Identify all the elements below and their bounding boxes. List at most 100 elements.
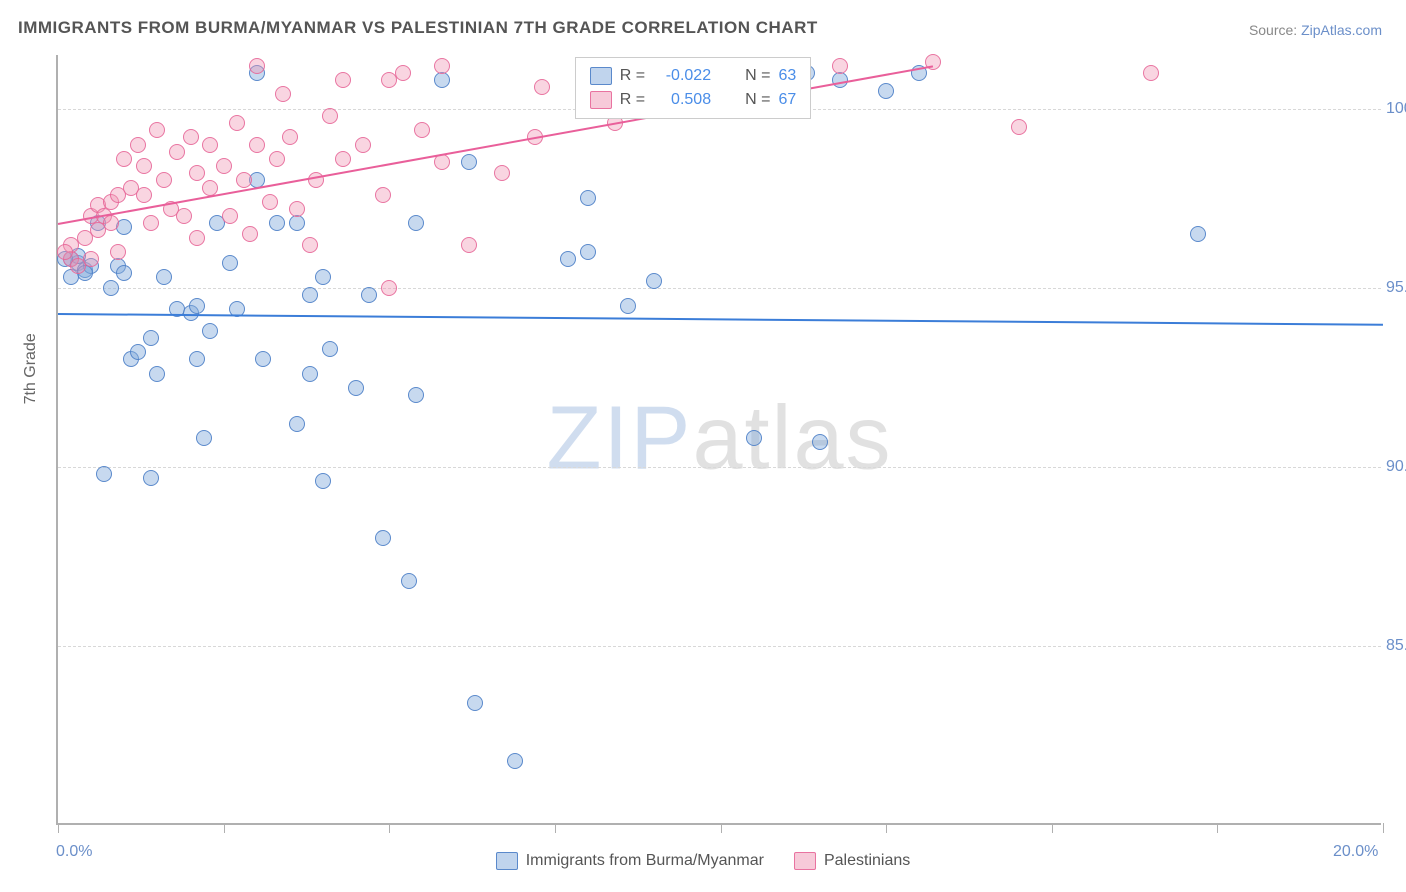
- legend-row: R =0.508N =67: [590, 88, 796, 112]
- scatter-point: [1143, 65, 1159, 81]
- source-link[interactable]: ZipAtlas.com: [1301, 22, 1382, 38]
- scatter-point: [580, 190, 596, 206]
- scatter-point: [255, 351, 271, 367]
- scatter-point: [222, 255, 238, 271]
- scatter-point: [461, 237, 477, 253]
- scatter-point: [143, 330, 159, 346]
- scatter-point: [289, 201, 305, 217]
- y-tick-label: 100.0%: [1386, 100, 1406, 118]
- scatter-point: [249, 58, 265, 74]
- scatter-point: [156, 172, 172, 188]
- legend-swatch: [590, 67, 612, 85]
- chart-title: IMMIGRANTS FROM BURMA/MYANMAR VS PALESTI…: [18, 18, 818, 38]
- scatter-point: [136, 187, 152, 203]
- bottom-legend: Immigrants from Burma/Myanmar Palestinia…: [0, 852, 1406, 870]
- scatter-point: [302, 366, 318, 382]
- legend-swatch-blue: [496, 852, 518, 870]
- scatter-point: [414, 122, 430, 138]
- scatter-point: [130, 344, 146, 360]
- scatter-point: [832, 58, 848, 74]
- scatter-point: [275, 86, 291, 102]
- scatter-point: [156, 269, 172, 285]
- scatter-point: [103, 280, 119, 296]
- scatter-point: [289, 416, 305, 432]
- scatter-point: [202, 137, 218, 153]
- scatter-point: [434, 58, 450, 74]
- watermark: ZIPatlas: [546, 388, 892, 491]
- scatter-point: [646, 273, 662, 289]
- scatter-point: [335, 72, 351, 88]
- scatter-point: [375, 530, 391, 546]
- x-tick: [389, 823, 390, 833]
- scatter-point: [434, 72, 450, 88]
- scatter-point: [461, 154, 477, 170]
- scatter-point: [136, 158, 152, 174]
- scatter-point: [110, 244, 126, 260]
- legend-swatch-pink: [794, 852, 816, 870]
- scatter-point: [355, 137, 371, 153]
- scatter-point: [202, 323, 218, 339]
- scatter-point: [189, 165, 205, 181]
- legend-n-label: N =: [745, 67, 770, 85]
- scatter-point: [381, 72, 397, 88]
- watermark-right: atlas: [692, 389, 892, 489]
- x-tick: [555, 823, 556, 833]
- scatter-point: [116, 265, 132, 281]
- scatter-point: [289, 215, 305, 231]
- x-tick: [1052, 823, 1053, 833]
- scatter-point: [143, 470, 159, 486]
- scatter-point: [322, 108, 338, 124]
- scatter-point: [302, 237, 318, 253]
- scatter-point: [434, 154, 450, 170]
- scatter-point: [322, 341, 338, 357]
- scatter-point: [189, 351, 205, 367]
- scatter-point: [183, 129, 199, 145]
- legend-label-pink: Palestinians: [824, 852, 910, 870]
- watermark-left: ZIP: [546, 389, 692, 489]
- x-tick: [1383, 823, 1384, 833]
- y-tick-label: 90.0%: [1386, 458, 1406, 476]
- y-tick-label: 95.0%: [1386, 279, 1406, 297]
- scatter-point: [1011, 119, 1027, 135]
- scatter-point: [130, 137, 146, 153]
- scatter-point: [560, 251, 576, 267]
- scatter-point: [169, 144, 185, 160]
- legend-item-pink: Palestinians: [794, 852, 910, 870]
- scatter-point: [878, 83, 894, 99]
- x-tick: [224, 823, 225, 833]
- legend-r-value: 0.508: [653, 91, 711, 109]
- scatter-point: [580, 244, 596, 260]
- scatter-point: [315, 269, 331, 285]
- scatter-point: [335, 151, 351, 167]
- legend-n-value: 63: [778, 67, 796, 85]
- x-tick: [721, 823, 722, 833]
- gridline: [58, 288, 1381, 289]
- scatter-point: [143, 215, 159, 231]
- scatter-point: [534, 79, 550, 95]
- scatter-point: [116, 151, 132, 167]
- x-tick: [1217, 823, 1218, 833]
- legend-r-label: R =: [620, 91, 645, 109]
- scatter-point: [282, 129, 298, 145]
- scatter-point: [149, 366, 165, 382]
- scatter-point: [408, 387, 424, 403]
- scatter-point: [149, 122, 165, 138]
- trend-line: [58, 313, 1383, 326]
- scatter-point: [103, 215, 119, 231]
- scatter-point: [408, 215, 424, 231]
- scatter-point: [262, 194, 278, 210]
- scatter-point: [467, 695, 483, 711]
- scatter-point: [401, 573, 417, 589]
- x-tick-label: 20.0%: [1333, 843, 1378, 861]
- scatter-point: [494, 165, 510, 181]
- scatter-point: [57, 244, 73, 260]
- scatter-point: [620, 298, 636, 314]
- scatter-point: [236, 172, 252, 188]
- scatter-point: [196, 430, 212, 446]
- scatter-plot-area: ZIPatlas 85.0%90.0%95.0%100.0%R =-0.022N…: [56, 55, 1381, 825]
- source-label: Source:: [1249, 22, 1301, 38]
- scatter-point: [302, 287, 318, 303]
- scatter-point: [242, 226, 258, 242]
- legend-n-value: 67: [778, 91, 796, 109]
- legend-r-value: -0.022: [653, 67, 711, 85]
